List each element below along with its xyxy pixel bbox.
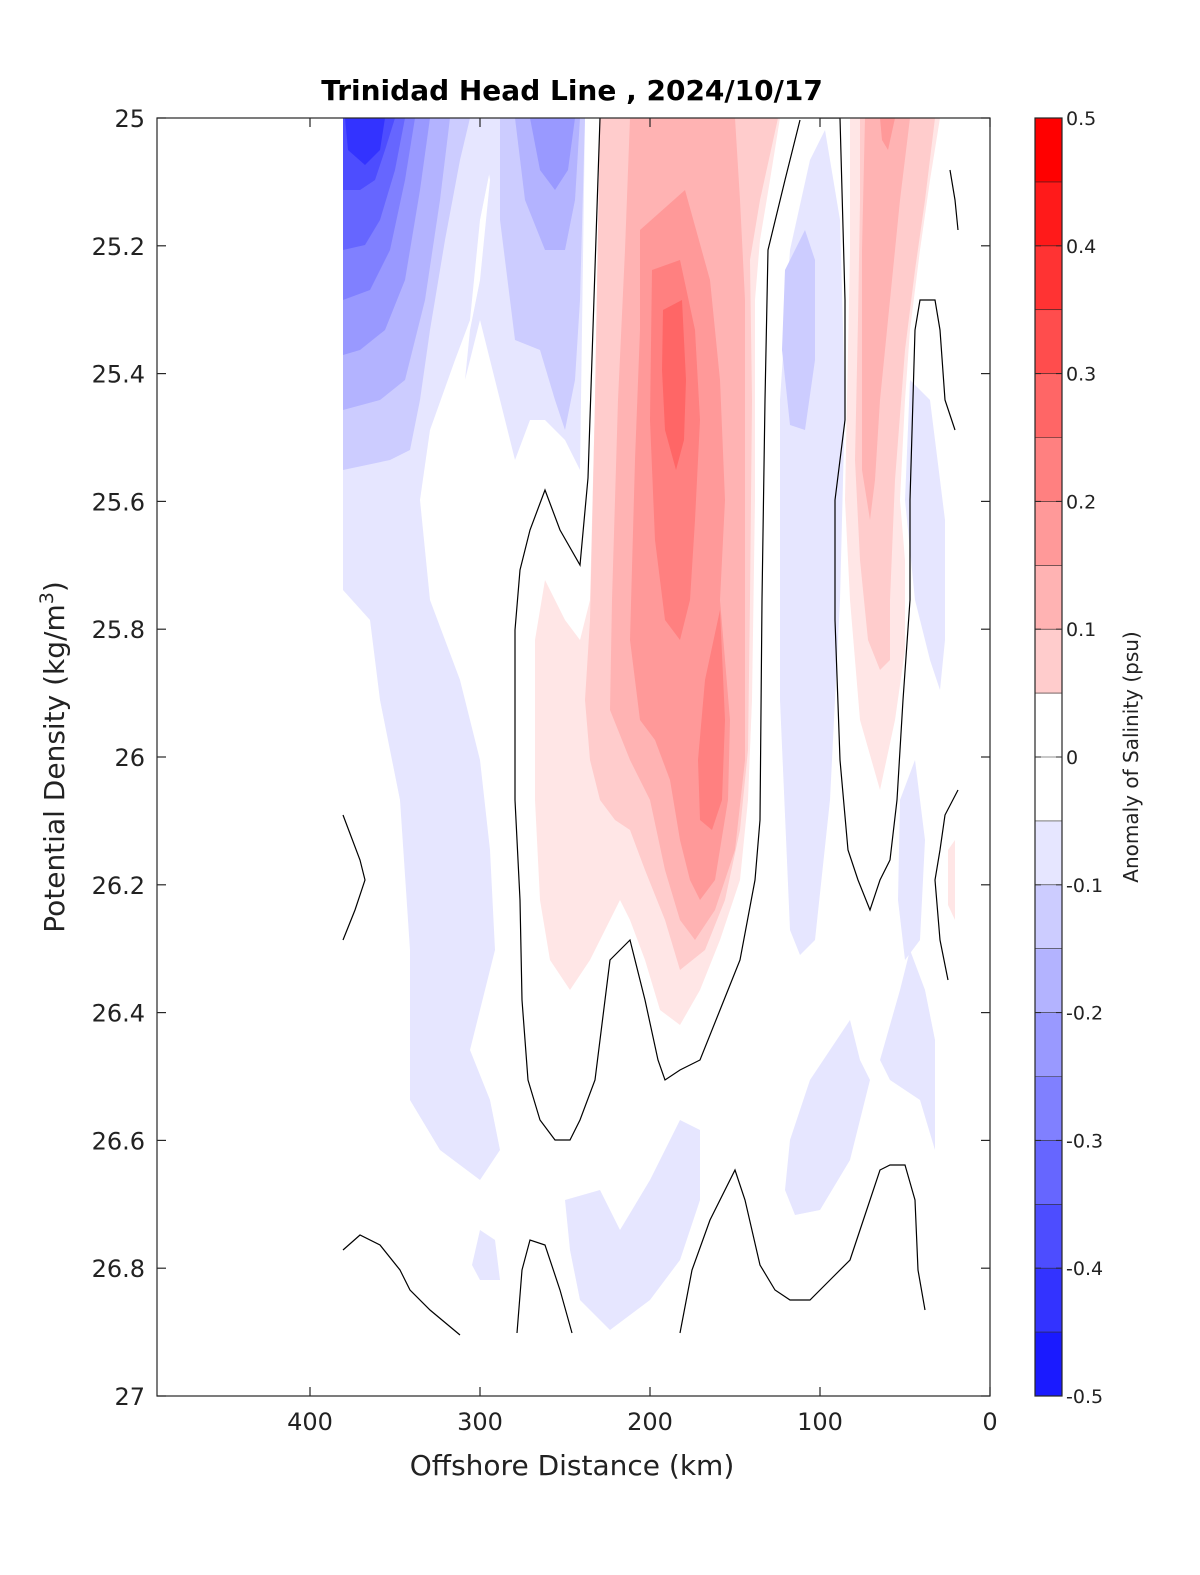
colorbar-tick-label: -0.5 <box>1066 1386 1103 1408</box>
chart-title: Trinidad Head Line , 2024/10/17 <box>321 74 823 107</box>
x-tick-label: 100 <box>797 1408 843 1436</box>
colorbar-band <box>1035 1204 1062 1269</box>
colorbar-band <box>1035 1140 1062 1205</box>
zero-contour-line <box>820 118 956 912</box>
colorbar-band <box>1035 181 1062 247</box>
colorbar-band <box>1035 373 1062 438</box>
colorbar-band <box>1035 437 1062 502</box>
y-tick-label: 25.8 <box>92 616 145 644</box>
contour-region-pos-0.2-nearshore <box>880 118 895 150</box>
colorbar-band <box>1035 693 1062 758</box>
y-axis-label-superscript: 3 <box>36 592 58 604</box>
colorbar-band <box>1035 884 1062 950</box>
contour-region-neg-0.05-deep <box>565 1120 700 1330</box>
zero-contour-line <box>949 169 959 231</box>
y-tick-label: 25.6 <box>92 488 145 516</box>
zero-contour-line <box>342 1234 461 1336</box>
zero-contour-line <box>934 789 959 981</box>
contour-region-neg-0.2-lobe <box>530 118 575 190</box>
colorbar-label: Anomaly of Salinity (psu) <box>1119 631 1143 882</box>
x-tick-label: 300 <box>457 1408 503 1436</box>
zero-contour-line <box>514 118 801 1141</box>
contour-region-pos-0.15-nearshore <box>862 118 910 520</box>
y-axis: 25 25.2 25.4 25.6 25.8 26 26.2 26.4 26.6 26.8 27 <box>92 105 990 1411</box>
y-tick-label: 26.4 <box>92 1000 145 1028</box>
colorbar-tick-label: 0 <box>1066 747 1078 769</box>
x-axis-label: Offshore Distance (km) <box>410 1449 735 1482</box>
zero-contour-line <box>342 814 366 941</box>
contour-region-neg-0.05-nearshore-deep <box>785 1020 870 1215</box>
colorbar: 0.5 0.4 0.3 0.2 0.1 0 -0.1 -0.2 -0.3 -0.4 -0.5 <box>1034 108 1103 1408</box>
colorbar-band <box>1035 948 1062 1014</box>
contour-fills <box>343 118 955 1330</box>
x-tick-label: 0 <box>982 1408 997 1436</box>
contour-region-neg-0.05-nearshore-deep2 <box>880 950 935 1150</box>
y-tick-label: 25 <box>114 105 145 133</box>
colorbar-tick-label: -0.1 <box>1066 875 1103 897</box>
colorbar-band <box>1035 118 1062 183</box>
y-axis-label-main: Potential Density (kg/m <box>38 604 71 933</box>
y-tick-label: 26.6 <box>92 1127 145 1155</box>
y-tick-label: 26.8 <box>92 1255 145 1283</box>
y-axis-label-suffix: ) <box>38 581 71 592</box>
y-tick-label: 25.4 <box>92 361 145 389</box>
colorbar-tick-label: 0.4 <box>1066 236 1096 258</box>
zero-contour-lines <box>342 118 959 1336</box>
colorbar-tick-label: 0.3 <box>1066 364 1096 386</box>
colorbar-band <box>1035 565 1062 630</box>
contour-region-neg-0.05-coastal2 <box>898 760 925 960</box>
colorbar-band <box>1035 309 1062 375</box>
contour-region-neg-0.05-coastal <box>905 380 945 690</box>
colorbar-band <box>1035 820 1062 886</box>
colorbar-band <box>1035 1268 1062 1333</box>
colorbar-tick-label: 0.2 <box>1066 491 1096 513</box>
y-axis-label: Potential Density (kg/m3) <box>36 581 71 933</box>
x-tick-label: 400 <box>287 1408 333 1436</box>
contour-region-pos-0.3 <box>662 300 686 470</box>
contour-region-neg-0.05-deep-small <box>472 1230 500 1280</box>
contour-region-neg-0.1-nearshore <box>782 230 815 430</box>
contour-region-pos-0.05-coast <box>948 840 955 920</box>
colorbar-tick-label: 0.1 <box>1066 619 1096 641</box>
contour-region-neg-0.4 <box>345 118 385 165</box>
x-axis: 400 300 200 100 0 <box>287 118 998 1436</box>
colorbar-band <box>1035 629 1062 694</box>
colorbar-band <box>1035 245 1062 311</box>
colorbar-tick-label: -0.3 <box>1066 1130 1103 1152</box>
colorbar-band <box>1035 1012 1062 1077</box>
colorbar-band <box>1035 1332 1062 1397</box>
y-tick-label: 26 <box>114 744 145 772</box>
y-tick-label: 26.2 <box>92 872 145 900</box>
y-tick-label: 27 <box>114 1383 145 1411</box>
colorbar-band <box>1035 757 1062 822</box>
colorbar-band <box>1035 1076 1062 1141</box>
colorbar-tick-label: 0.5 <box>1066 108 1096 130</box>
zero-contour-line <box>516 1239 573 1334</box>
colorbar-tick-label: -0.4 <box>1066 1258 1103 1280</box>
colorbar-tick-label: -0.2 <box>1066 1003 1103 1025</box>
x-tick-label: 200 <box>627 1408 673 1436</box>
colorbar-band <box>1035 501 1062 566</box>
contour-region-pos-0.25-lower <box>698 610 725 830</box>
zero-contour-line <box>679 1164 926 1334</box>
y-tick-label: 25.2 <box>92 233 145 261</box>
